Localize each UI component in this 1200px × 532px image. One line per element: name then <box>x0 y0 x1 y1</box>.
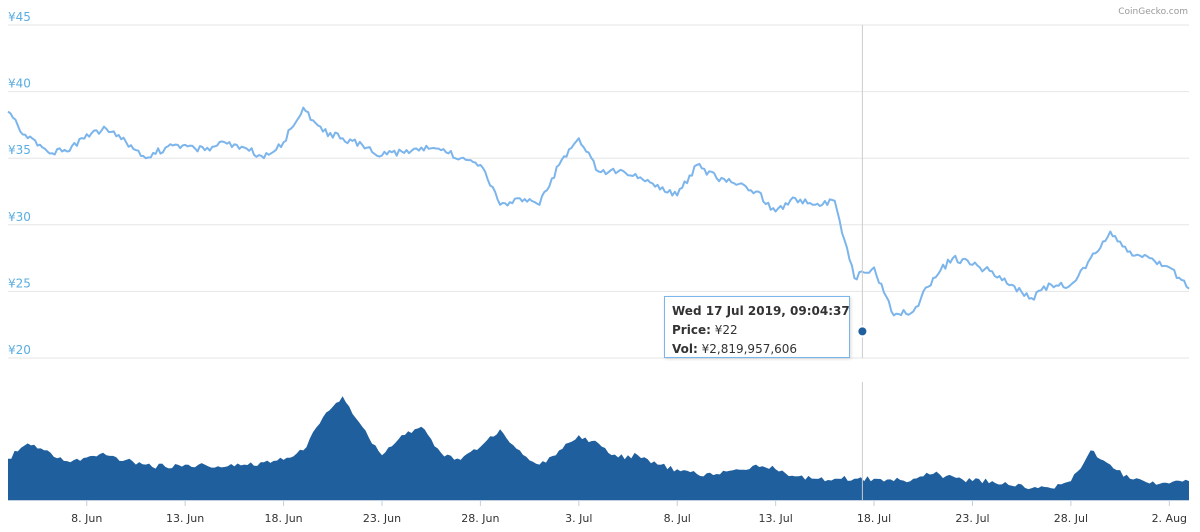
tooltip-vol-label: Vol: <box>672 342 698 356</box>
tooltip-date: Wed 17 Jul 2019, 09:04:37 <box>672 304 850 318</box>
x-tick-label: 13. Jul <box>759 512 793 525</box>
price-y-axis: ¥20 ¥25 ¥30 ¥35 ¥40 ¥45 <box>8 10 31 357</box>
tooltip-price-row: Price: ¥22 <box>672 321 842 340</box>
credit-text[interactable]: CoinGecko.com <box>1118 7 1188 17</box>
x-tick-label: 18. Jul <box>857 512 891 525</box>
tooltip: Wed 17 Jul 2019, 09:04:37 Price: ¥22 Vol… <box>664 296 850 358</box>
y-tick-label: ¥20 <box>8 343 31 357</box>
x-tick-label: 23. Jun <box>363 512 401 525</box>
x-tick-label: 13. Jun <box>166 512 204 525</box>
price-gridlines <box>8 24 1189 359</box>
x-tick-label: 2. Aug <box>1152 512 1187 525</box>
x-tick-label: 18. Jun <box>264 512 302 525</box>
price-line <box>7 106 1190 317</box>
x-tick-label: 3. Jul <box>565 512 592 525</box>
x-tick-label: 23. Jul <box>955 512 989 525</box>
y-tick-label: ¥45 <box>8 10 31 24</box>
x-tick-label: 28. Jun <box>461 512 499 525</box>
x-tick-label: 28. Jul <box>1054 512 1088 525</box>
y-tick-label: ¥30 <box>8 210 31 224</box>
volume-area <box>8 396 1189 500</box>
tooltip-price-label: Price: <box>672 323 711 337</box>
x-tick-label: 8. Jul <box>664 512 691 525</box>
hover-point-marker[interactable] <box>856 325 869 338</box>
tooltip-vol-value: ¥2,819,957,606 <box>701 342 798 356</box>
tooltip-vol-row: Vol: ¥2,819,957,606 <box>672 340 842 359</box>
time-x-axis: 8. Jun 13. Jun 18. Jun 23. Jun 28. Jun 3. Jul… <box>8 500 1189 525</box>
y-tick-label: ¥25 <box>8 276 31 290</box>
tooltip-price-value: ¥22 <box>714 323 738 337</box>
y-tick-label: ¥40 <box>8 77 31 91</box>
x-tick-label: 8. Jun <box>71 512 102 525</box>
y-tick-label: ¥35 <box>8 143 31 157</box>
